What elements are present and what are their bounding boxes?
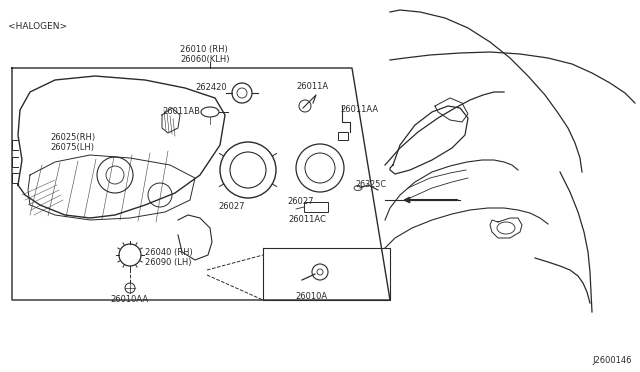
Text: 26075(LH): 26075(LH): [50, 143, 94, 152]
Text: 26011AA: 26011AA: [340, 105, 378, 114]
Text: 26027: 26027: [287, 197, 314, 206]
Text: 26010 (RH): 26010 (RH): [180, 45, 228, 54]
Text: 26011AB: 26011AB: [162, 107, 200, 116]
Text: 26325C: 26325C: [355, 180, 386, 189]
Text: 26090 (LH): 26090 (LH): [145, 258, 191, 267]
Text: 26060(KLH): 26060(KLH): [180, 55, 230, 64]
Bar: [338, 132, 348, 140]
Text: 26010AA: 26010AA: [110, 295, 148, 304]
Text: 26011AC: 26011AC: [288, 215, 326, 224]
Text: J2600146: J2600146: [593, 356, 632, 365]
Text: 26011A: 26011A: [296, 82, 328, 91]
Text: <HALOGEN>: <HALOGEN>: [8, 22, 67, 31]
Text: 26040 (RH): 26040 (RH): [145, 248, 193, 257]
Bar: [304, 202, 328, 212]
Text: 26010A: 26010A: [295, 292, 327, 301]
Text: 26027: 26027: [218, 202, 244, 211]
Text: 26025(RH): 26025(RH): [50, 133, 95, 142]
Text: 262420: 262420: [195, 83, 227, 92]
